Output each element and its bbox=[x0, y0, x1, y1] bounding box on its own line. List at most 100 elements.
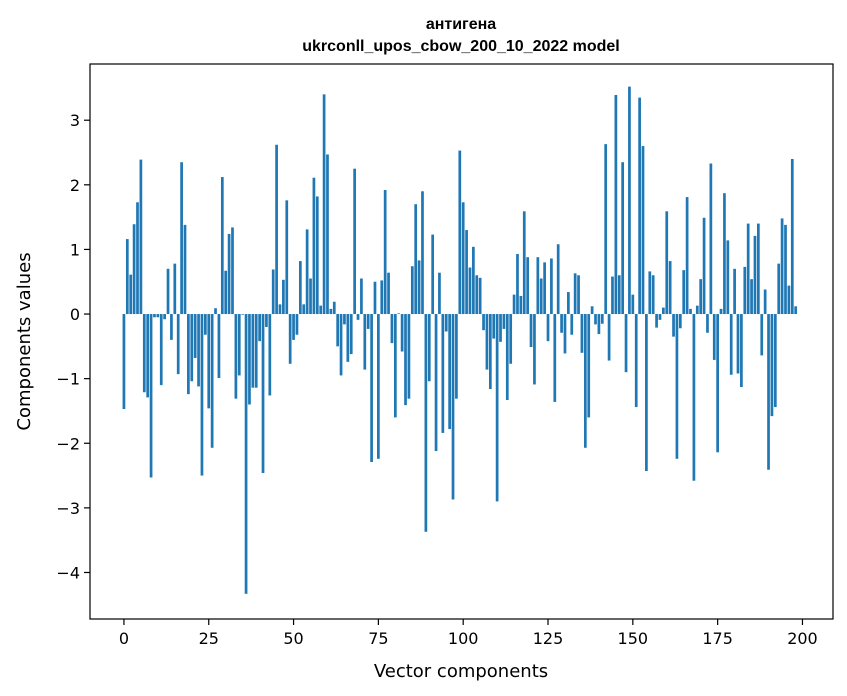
bar bbox=[723, 193, 726, 315]
bar bbox=[777, 263, 781, 315]
bar bbox=[285, 200, 289, 315]
bar bbox=[522, 211, 526, 315]
bar bbox=[200, 314, 204, 476]
bar bbox=[499, 314, 502, 342]
bar bbox=[526, 257, 530, 315]
bar bbox=[393, 314, 397, 418]
bar bbox=[485, 314, 489, 370]
bar bbox=[668, 261, 672, 315]
bar bbox=[617, 275, 621, 315]
bar bbox=[451, 314, 455, 500]
bar bbox=[227, 233, 231, 315]
y-tick-label: 3 bbox=[70, 111, 80, 130]
bar bbox=[373, 281, 377, 315]
bar bbox=[614, 95, 618, 315]
bar bbox=[360, 278, 363, 315]
bar bbox=[638, 97, 641, 315]
bar bbox=[231, 227, 234, 315]
bar bbox=[634, 314, 638, 408]
bar bbox=[716, 314, 719, 453]
bar bbox=[628, 86, 631, 315]
y-tick-label: −2 bbox=[56, 434, 80, 453]
bar bbox=[475, 275, 479, 315]
bar bbox=[173, 263, 177, 315]
bar bbox=[404, 314, 407, 406]
bar bbox=[712, 314, 716, 360]
plot-frame bbox=[89, 63, 834, 620]
bar bbox=[400, 314, 404, 352]
bar bbox=[265, 314, 268, 327]
bar bbox=[414, 204, 418, 315]
bar bbox=[529, 314, 533, 347]
bar bbox=[187, 314, 190, 395]
bar bbox=[261, 314, 265, 473]
bar bbox=[672, 314, 675, 337]
bar bbox=[217, 314, 221, 378]
bar bbox=[122, 314, 126, 410]
bar bbox=[315, 196, 319, 315]
bar bbox=[292, 314, 295, 340]
bar bbox=[594, 314, 597, 325]
bar bbox=[702, 217, 706, 315]
bar bbox=[760, 314, 764, 356]
bar bbox=[407, 314, 411, 399]
bar bbox=[787, 285, 791, 315]
bar bbox=[583, 314, 587, 448]
bar bbox=[536, 257, 540, 315]
bar bbox=[665, 211, 669, 315]
bar bbox=[658, 314, 662, 320]
bar bbox=[129, 274, 133, 315]
bar bbox=[275, 144, 278, 315]
bar bbox=[434, 314, 438, 452]
bar bbox=[699, 279, 703, 315]
bar bbox=[383, 189, 387, 315]
bar bbox=[380, 280, 384, 315]
bar bbox=[662, 307, 665, 315]
y-tick-label: −4 bbox=[56, 563, 80, 582]
bar bbox=[305, 229, 309, 315]
bar bbox=[448, 314, 451, 430]
x-tick-label: 200 bbox=[787, 629, 818, 648]
x-tick-label: 150 bbox=[618, 629, 649, 648]
bar bbox=[363, 314, 367, 370]
bar bbox=[472, 246, 475, 315]
bar bbox=[468, 267, 472, 315]
bar bbox=[505, 314, 509, 400]
bar bbox=[570, 314, 574, 335]
bar bbox=[237, 314, 241, 376]
y-tick-label: −3 bbox=[56, 499, 80, 518]
bar bbox=[336, 314, 340, 347]
bar bbox=[377, 314, 380, 459]
bar bbox=[780, 218, 784, 315]
bar bbox=[790, 158, 794, 315]
bar bbox=[176, 314, 180, 375]
bar bbox=[648, 271, 652, 315]
bar bbox=[553, 314, 557, 402]
bar bbox=[458, 150, 462, 315]
y-tick-label: 2 bbox=[70, 176, 80, 195]
bar bbox=[736, 314, 740, 374]
bar bbox=[641, 146, 645, 315]
bar bbox=[495, 314, 499, 502]
bar bbox=[349, 314, 353, 355]
bar bbox=[224, 270, 228, 315]
bar bbox=[125, 239, 129, 315]
x-tick-label: 25 bbox=[199, 629, 219, 648]
bar bbox=[512, 294, 516, 315]
bar bbox=[149, 314, 153, 478]
bar bbox=[645, 314, 648, 472]
bar bbox=[784, 224, 787, 315]
bar bbox=[390, 314, 394, 344]
bar bbox=[210, 314, 214, 448]
bar bbox=[343, 314, 346, 325]
bar bbox=[183, 224, 187, 315]
bar bbox=[685, 197, 689, 315]
bar bbox=[153, 314, 156, 318]
bar bbox=[370, 314, 373, 462]
bar bbox=[312, 177, 316, 315]
bar bbox=[546, 314, 550, 342]
bar bbox=[190, 314, 194, 382]
bar bbox=[488, 314, 492, 389]
bar bbox=[220, 177, 224, 315]
bar bbox=[421, 191, 424, 315]
